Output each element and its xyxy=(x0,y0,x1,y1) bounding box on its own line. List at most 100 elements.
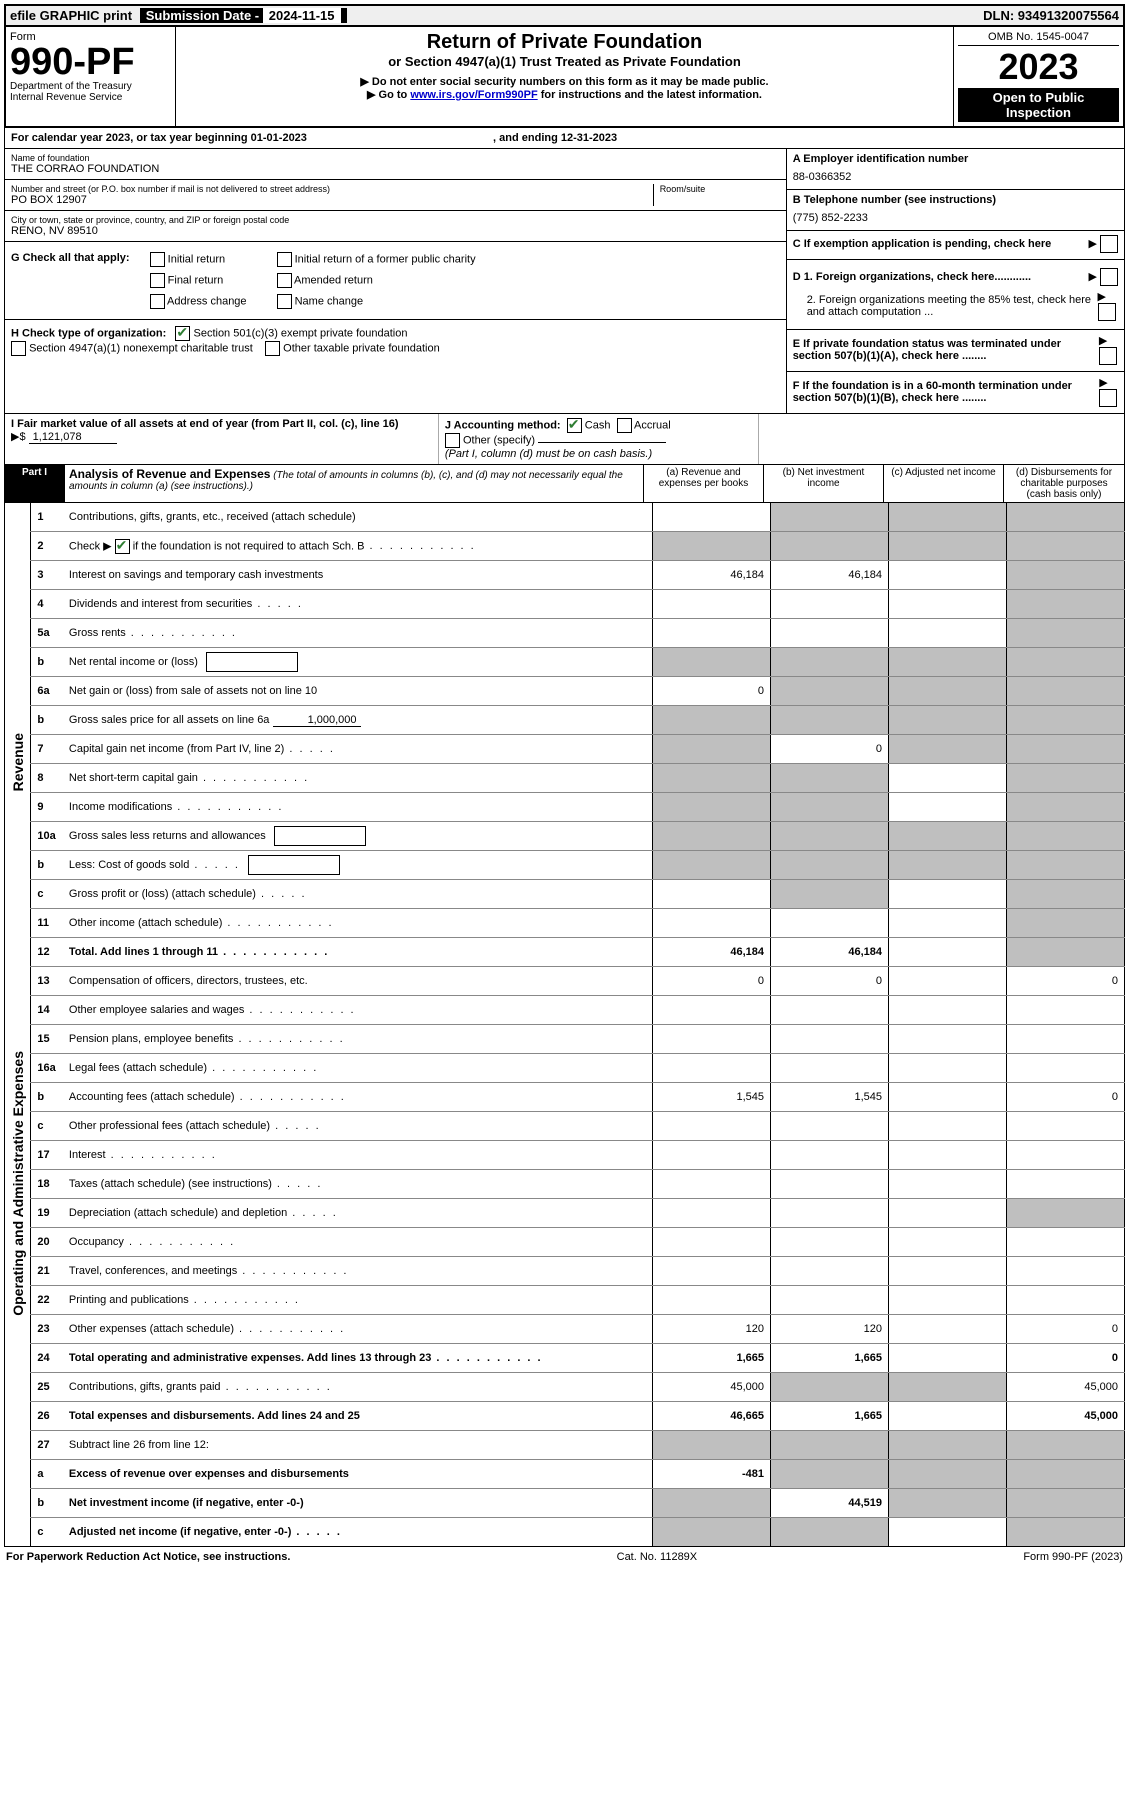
row-9: 9Income modifications xyxy=(31,793,1125,822)
row-27a: aExcess of revenue over expenses and dis… xyxy=(31,1460,1125,1489)
row-27: 27Subtract line 26 from line 12: xyxy=(31,1431,1125,1460)
efile-label: efile GRAPHIC print xyxy=(10,8,132,23)
row-6b: bGross sales price for all assets on lin… xyxy=(31,706,1125,735)
street-label: Number and street (or P.O. box number if… xyxy=(11,184,653,194)
d2-label: 2. Foreign organizations meeting the 85%… xyxy=(793,294,1094,318)
f-label: F If the foundation is in a 60-month ter… xyxy=(793,380,1096,404)
check-c-pending[interactable] xyxy=(1100,235,1118,253)
form990pf-link[interactable]: www.irs.gov/Form990PF xyxy=(410,89,537,101)
row-18: 18Taxes (attach schedule) (see instructi… xyxy=(31,1170,1125,1199)
col-b-head: (b) Net investment income xyxy=(764,465,884,502)
check-e[interactable] xyxy=(1099,347,1117,365)
row-6a: 6aNet gain or (loss) from sale of assets… xyxy=(31,677,1125,706)
row-15: 15Pension plans, employee benefits xyxy=(31,1025,1125,1054)
row-20: 20Occupancy xyxy=(31,1228,1125,1257)
form-number: 990-PF xyxy=(10,43,171,81)
check-accrual[interactable] xyxy=(617,418,632,433)
check-other-taxable[interactable] xyxy=(265,341,280,356)
note-no-ssn: ▶ Do not enter social security numbers o… xyxy=(180,75,949,88)
row-10b: bLess: Cost of goods sold xyxy=(31,851,1125,880)
ein-label: A Employer identification number xyxy=(793,153,1118,165)
check-cash[interactable] xyxy=(567,418,582,433)
page-footer: For Paperwork Reduction Act Notice, see … xyxy=(4,1547,1125,1567)
note-goto: ▶ Go to www.irs.gov/Form990PF for instru… xyxy=(180,88,949,101)
row-17: 17Interest xyxy=(31,1141,1125,1170)
col-d-head: (d) Disbursements for charitable purpose… xyxy=(1004,465,1124,502)
row-25: 25Contributions, gifts, grants paid45,00… xyxy=(31,1373,1125,1402)
check-other-method[interactable] xyxy=(445,433,460,448)
check-d2[interactable] xyxy=(1098,303,1116,321)
foundation-name: THE CORRAO FOUNDATION xyxy=(11,163,780,175)
check-amended-return[interactable] xyxy=(277,273,292,288)
i-label: I Fair market value of all assets at end… xyxy=(11,418,399,430)
phone-label: B Telephone number (see instructions) xyxy=(793,194,1118,206)
footer-right: Form 990-PF (2023) xyxy=(1023,1551,1123,1563)
check-sch-b[interactable] xyxy=(115,539,130,554)
row-5a: 5aGross rents xyxy=(31,619,1125,648)
street-value: PO BOX 12907 xyxy=(11,194,653,206)
check-501c3[interactable] xyxy=(175,326,190,341)
ein-value: 88-0366352 xyxy=(793,171,1118,183)
e-label: E If private foundation status was termi… xyxy=(793,338,1095,362)
check-address-change[interactable] xyxy=(150,294,165,309)
submission-date-box: Submission Date - 2024-11-15 xyxy=(140,8,347,23)
row-22: 22Printing and publications xyxy=(31,1286,1125,1315)
g-section: G Check all that apply: Initial return I… xyxy=(5,242,786,320)
part-i-header: Part I Analysis of Revenue and Expenses … xyxy=(4,465,1125,503)
col-a-head: (a) Revenue and expenses per books xyxy=(644,465,764,502)
row-10a: 10aGross sales less returns and allowanc… xyxy=(31,822,1125,851)
row-1: 1Contributions, gifts, grants, etc., rec… xyxy=(31,503,1125,532)
row-3: 3Interest on savings and temporary cash … xyxy=(31,561,1125,590)
footer-mid: Cat. No. 11289X xyxy=(617,1551,698,1563)
phone-value: (775) 852-2233 xyxy=(793,212,1118,224)
c-label: C If exemption application is pending, c… xyxy=(793,238,1052,250)
footer-left: For Paperwork Reduction Act Notice, see … xyxy=(6,1551,290,1563)
row-4: 4Dividends and interest from securities xyxy=(31,590,1125,619)
fmv-value: 1,121,078 xyxy=(29,431,117,444)
check-name-change[interactable] xyxy=(277,294,292,309)
row-11: 11Other income (attach schedule) xyxy=(31,909,1125,938)
part-i-tab: Part I xyxy=(5,465,65,502)
check-f[interactable] xyxy=(1099,389,1117,407)
tax-year: 2023 xyxy=(958,46,1119,88)
info-box: Name of foundation THE CORRAO FOUNDATION… xyxy=(4,149,1125,414)
row-13: 13Compensation of officers, directors, t… xyxy=(31,967,1125,996)
side-revenue: Revenue xyxy=(10,733,26,791)
row-16a: 16aLegal fees (attach schedule) xyxy=(31,1054,1125,1083)
row-12: 12Total. Add lines 1 through 1146,18446,… xyxy=(31,938,1125,967)
calendar-year-row: For calendar year 2023, or tax year begi… xyxy=(4,128,1125,149)
irs-label: Internal Revenue Service xyxy=(10,92,171,103)
check-final-return[interactable] xyxy=(150,273,165,288)
top-bar: efile GRAPHIC print Submission Date - 20… xyxy=(4,4,1125,27)
row-10c: cGross profit or (loss) (attach schedule… xyxy=(31,880,1125,909)
dept-label: Department of the Treasury xyxy=(10,81,171,92)
row-7: 7Capital gain net income (from Part IV, … xyxy=(31,735,1125,764)
room-label: Room/suite xyxy=(660,184,780,194)
row-2: 2Check ▶ if the foundation is not requir… xyxy=(31,532,1125,561)
dln-label: DLN: 93491320075564 xyxy=(983,8,1119,23)
j-label: J Accounting method: xyxy=(445,419,561,431)
open-public-badge: Open to Public Inspection xyxy=(958,88,1119,122)
check-initial-public[interactable] xyxy=(277,252,292,267)
form-header: Form 990-PF Department of the Treasury I… xyxy=(4,27,1125,128)
row-14: 14Other employee salaries and wages xyxy=(31,996,1125,1025)
h-section: H Check type of organization: Section 50… xyxy=(5,320,786,362)
row-21: 21Travel, conferences, and meetings xyxy=(31,1257,1125,1286)
check-initial-return[interactable] xyxy=(150,252,165,267)
city-label: City or town, state or province, country… xyxy=(11,215,780,225)
row-5b: bNet rental income or (loss) xyxy=(31,648,1125,677)
row-16b: bAccounting fees (attach schedule)1,5451… xyxy=(31,1083,1125,1112)
col-c-head: (c) Adjusted net income xyxy=(884,465,1004,502)
ij-section: I Fair market value of all assets at end… xyxy=(4,414,1125,465)
check-d1[interactable] xyxy=(1100,268,1118,286)
row-27b: bNet investment income (if negative, ent… xyxy=(31,1489,1125,1518)
form-subtitle: or Section 4947(a)(1) Trust Treated as P… xyxy=(180,54,949,69)
row-26: 26Total expenses and disbursements. Add … xyxy=(31,1402,1125,1431)
row-24: 24Total operating and administrative exp… xyxy=(31,1344,1125,1373)
city-value: RENO, NV 89510 xyxy=(11,225,780,237)
omb-number: OMB No. 1545-0047 xyxy=(958,31,1119,46)
row-8: 8Net short-term capital gain xyxy=(31,764,1125,793)
check-4947a1[interactable] xyxy=(11,341,26,356)
row-27c: cAdjusted net income (if negative, enter… xyxy=(31,1518,1125,1547)
row-16c: cOther professional fees (attach schedul… xyxy=(31,1112,1125,1141)
